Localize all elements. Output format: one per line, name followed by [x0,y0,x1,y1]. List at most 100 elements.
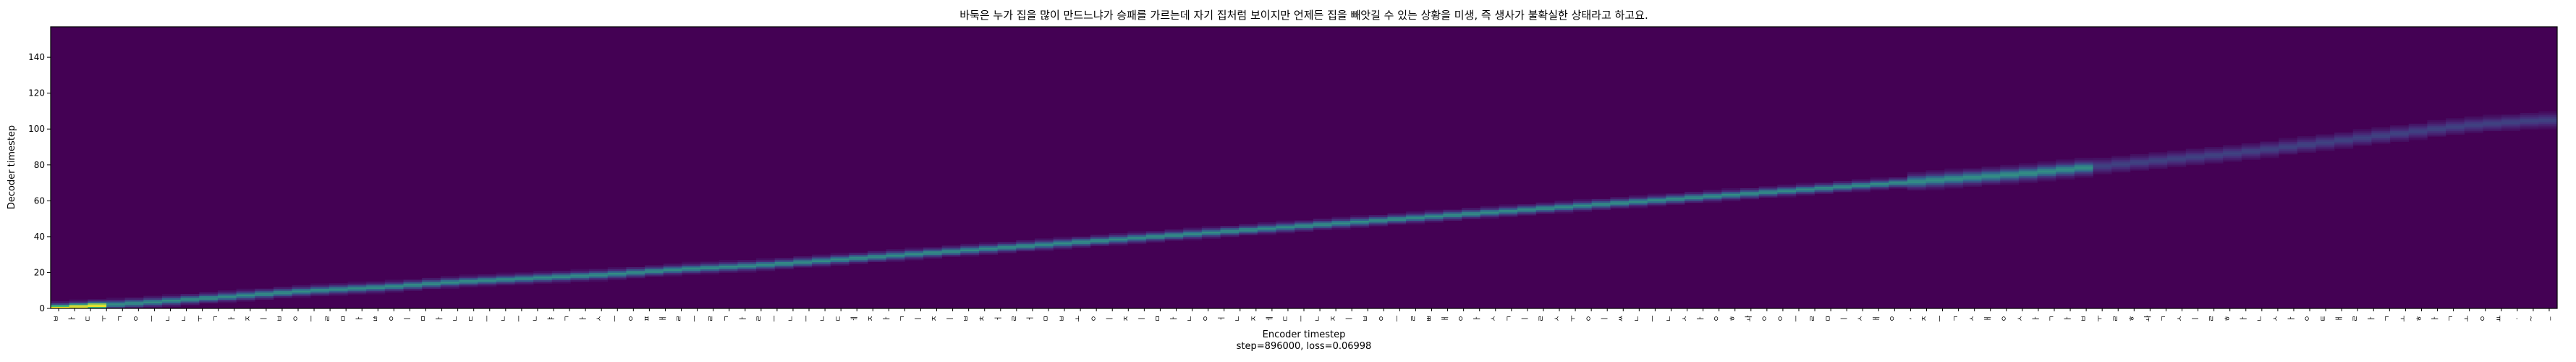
x-tick-label: ㄱ [2160,315,2168,321]
x-tick-label: _ [2543,316,2551,321]
heatmap-cell [2111,164,2131,167]
heatmap-cell [2446,125,2465,128]
heatmap-cell [2204,147,2224,149]
y-axis-label: Decoder timestep [7,125,17,209]
x-tick-label: ㅡ [803,315,811,321]
heatmap-cell [2316,145,2335,148]
heatmap-cell [2204,159,2224,162]
heatmap-cell [923,251,943,253]
heatmap-cell [700,261,720,264]
x-tick-label: ㄴ [1633,315,1641,321]
heatmap-cell [1443,219,1462,221]
heatmap-cell [2371,130,2391,133]
heatmap-cell [106,306,126,309]
heatmap-cell [1499,213,1518,216]
heatmap-cell [292,288,311,291]
heatmap-cell [1666,195,1685,198]
heatmap-cell [1814,182,1834,185]
heatmap-cell [1889,182,1908,185]
x-tick-label: ㄴ [787,315,795,321]
x-tick-label: ㅅ [1857,315,1865,321]
x-tick-label: ㄷ [85,315,93,321]
heatmap-cell [1740,190,1760,193]
heatmap-cell [310,290,330,293]
heatmap-cell [88,301,107,303]
heatmap-cell [1925,185,1945,187]
x-tick-label: ㅣ [947,315,955,321]
heatmap-cell [2204,148,2224,151]
heatmap-cell [1331,227,1351,230]
heatmap-cell [496,281,515,284]
heatmap-cell [1424,219,1444,221]
heatmap-cell [886,249,905,252]
heatmap-cell [2279,150,2298,153]
heatmap-cell [2390,130,2410,133]
heatmap-cell [1016,240,1035,243]
heatmap-cell [2501,127,2521,130]
heatmap-cell [2074,164,2093,167]
heatmap-cell [1944,181,1964,183]
heatmap-cell [2352,136,2372,139]
heatmap-cell [589,269,609,272]
heatmap-cell [1090,235,1109,237]
heatmap-cell [2074,172,2093,174]
heatmap-cell [1368,222,1388,224]
heatmap-cell [1127,231,1147,234]
heatmap-cell [310,287,330,290]
heatmap-cell [607,270,627,273]
heatmap-cell [645,265,664,268]
x-tick-label: ㅡ [308,315,316,321]
heatmap-cell [2279,143,2298,146]
x-tick-label: ㄱ [2448,315,2456,321]
heatmap-cell [533,281,553,284]
heatmap-cell [1573,209,1593,212]
x-tick-label: ㅅ [2017,315,2025,321]
heatmap-cell [2185,148,2205,151]
heatmap-cell [1313,222,1332,224]
heatmap-cell [1758,193,1778,196]
heatmap-cell [366,292,386,295]
heatmap-cell [366,290,386,293]
heatmap-cell [1220,229,1240,232]
x-tick-label: ㄹ [1410,315,1418,321]
heatmap-cell [830,253,850,256]
heatmap-cell [1591,204,1611,207]
heatmap-cell [1295,222,1314,224]
x-tick-label: ㅅ [1682,315,1690,321]
heatmap-cell [2316,141,2335,144]
heatmap-cell [849,254,868,257]
y-tick-label: 120 [28,88,45,98]
heatmap-cell [904,251,924,253]
x-tick-label: ㅅ [1554,315,1562,321]
x-tick-label: ㄹ [1011,315,1019,321]
heatmap-cell [2000,177,2020,180]
heatmap-cell [180,298,200,300]
heatmap-cell [1295,220,1314,223]
x-tick-label: ㄹ [708,315,716,321]
heatmap-cell [1591,202,1611,205]
heatmap-cell [570,276,590,279]
heatmap-cell [1740,188,1760,190]
heatmap-cell [329,288,348,291]
heatmap-cell [2204,150,2224,153]
heatmap-cell [1758,195,1778,198]
heatmap-cell [1145,232,1165,235]
x-tick-label: ㅡ [1649,315,1657,321]
heatmap-cell [2352,138,2372,140]
heatmap-cell [2483,116,2502,119]
heatmap-cell [1944,186,1964,189]
x-tick-label: ㅇ [1713,315,1721,321]
heatmap-cell [1666,193,1685,196]
heatmap-cell [904,253,924,256]
x-tick-label: ㅍ [643,315,651,321]
heatmap-cell [2223,153,2242,156]
heatmap-cell [1981,177,2001,180]
x-axis-sublabel: step=896000, loss=0.06998 [1237,341,1372,352]
heatmap-cell [1127,238,1147,241]
heatmap-cell [607,277,627,280]
heatmap-cell [941,247,961,250]
heatmap-cell [217,294,237,297]
heatmap-cell [774,267,794,269]
x-tick-label: ㅇ [292,315,300,321]
heatmap-cell [2334,134,2354,137]
